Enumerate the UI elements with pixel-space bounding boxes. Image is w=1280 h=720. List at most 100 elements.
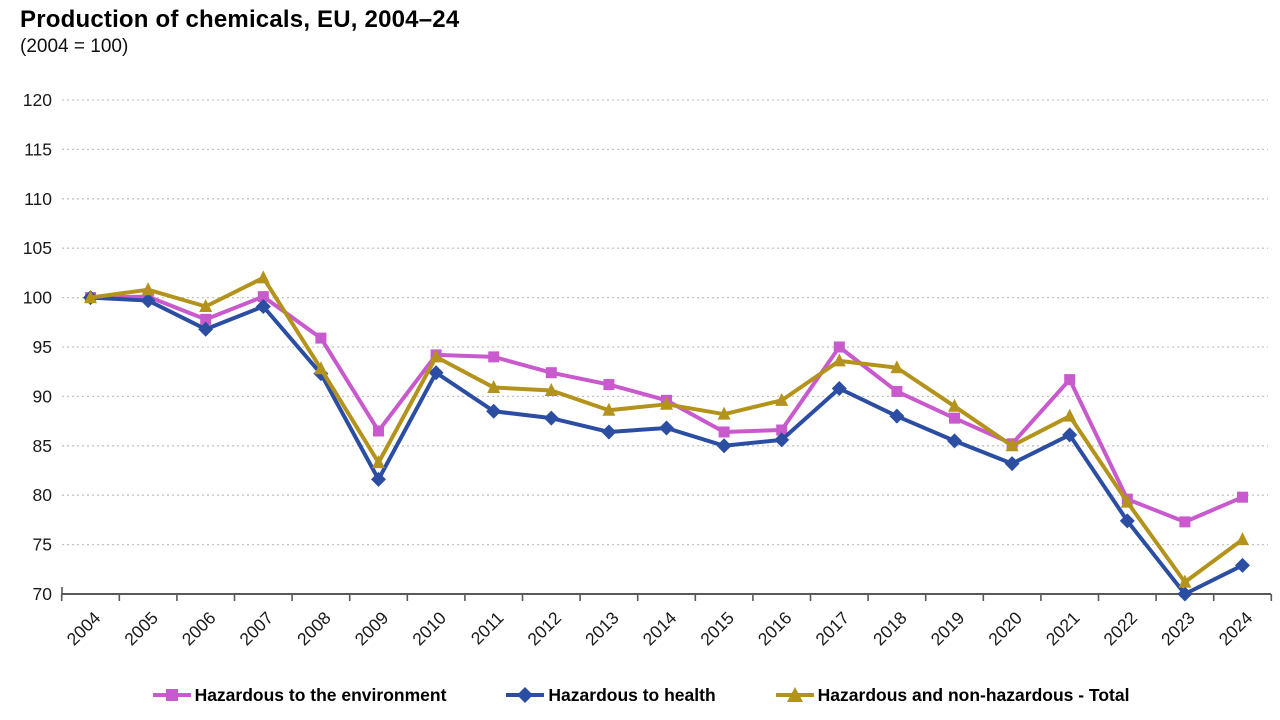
- y-tick-label: 110: [24, 189, 52, 209]
- data-point-triangle: [1236, 532, 1249, 546]
- legend-label: Hazardous and non-hazardous - Total: [817, 684, 1130, 705]
- x-tick-label: 2016: [754, 608, 796, 650]
- legend-diamond-marker-icon: [506, 687, 545, 703]
- chart-subtitle: (2004 = 100): [20, 36, 129, 57]
- legend-label: Hazardous to the environment: [194, 684, 447, 705]
- data-point-triangle: [141, 282, 155, 296]
- data-point-diamond: [140, 293, 156, 309]
- y-tick-label: 105: [23, 238, 52, 258]
- data-point-triangle: [372, 455, 385, 469]
- data-point-triangle: [84, 290, 97, 304]
- y-tick-label: 100: [23, 288, 52, 308]
- data-point-triangle: [890, 360, 904, 374]
- x-tick-label: 2024: [1215, 608, 1257, 650]
- x-tick-label: 2007: [235, 608, 277, 650]
- y-tick-label: 75: [33, 535, 52, 555]
- x-tick-label: 2013: [581, 608, 623, 650]
- data-point-diamond: [716, 438, 732, 454]
- data-point-triangle: [544, 382, 558, 396]
- data-point-square: [833, 341, 845, 353]
- data-point-square: [891, 385, 903, 397]
- data-point-square: [257, 291, 269, 303]
- chart-title: Production of chemicals, EU, 2004–24: [20, 6, 460, 33]
- data-point-diamond: [831, 380, 847, 396]
- data-point-diamond: [774, 432, 790, 448]
- data-point-triangle: [602, 402, 616, 416]
- data-point-square: [776, 424, 788, 436]
- data-point-diamond: [1004, 456, 1020, 472]
- legend-triangle-marker-icon: [775, 687, 814, 702]
- y-tick-label: 115: [24, 139, 52, 159]
- legend-item: Hazardous to the environment: [151, 684, 447, 706]
- data-point-square: [200, 313, 212, 325]
- data-point-diamond: [198, 321, 214, 337]
- data-point-diamond: [601, 424, 617, 440]
- y-tick-label: 70: [33, 584, 53, 604]
- x-tick-label: 2014: [639, 608, 681, 650]
- x-tick-label: 2021: [1042, 608, 1084, 650]
- data-point-diamond: [486, 403, 502, 419]
- y-tick-label: 80: [33, 485, 53, 505]
- data-point-triangle: [717, 406, 731, 420]
- x-tick-label: 2018: [869, 608, 911, 650]
- data-point-square: [315, 332, 327, 344]
- data-point-square: [603, 379, 615, 391]
- x-tick-label: 2020: [984, 608, 1026, 650]
- x-tick-label: 2008: [293, 608, 335, 650]
- x-tick-label: 2019: [927, 608, 969, 650]
- x-tick-label: 2010: [408, 608, 450, 650]
- data-point-triangle: [429, 349, 443, 363]
- data-point-square: [545, 367, 557, 379]
- data-point-square: [1064, 374, 1076, 386]
- x-tick-label: 2022: [1099, 608, 1141, 650]
- data-point-triangle: [256, 270, 270, 284]
- data-point-triangle: [487, 380, 501, 394]
- data-point-diamond: [428, 365, 444, 381]
- x-tick-label: 2006: [178, 608, 220, 650]
- legend-label: Hazardous to health: [548, 684, 716, 705]
- y-tick-label: 120: [23, 90, 52, 110]
- y-tick-label: 90: [33, 386, 53, 406]
- legend-item: Hazardous and non-hazardous - Total: [774, 684, 1130, 706]
- data-point-diamond: [1235, 557, 1250, 573]
- x-tick-label: 2012: [523, 608, 565, 650]
- data-point-diamond: [543, 410, 559, 426]
- x-tick-label: 2017: [811, 608, 853, 650]
- data-point-diamond: [1177, 586, 1193, 602]
- data-point-diamond: [371, 471, 386, 487]
- data-point-diamond: [255, 298, 271, 314]
- data-point-diamond: [889, 408, 905, 424]
- data-point-diamond: [659, 420, 674, 436]
- data-point-square: [949, 412, 960, 424]
- data-point-triangle: [314, 361, 328, 375]
- data-point-triangle: [775, 392, 789, 406]
- data-point-square: [1179, 516, 1191, 528]
- x-tick-label: 2009: [351, 608, 393, 650]
- data-point-square: [373, 425, 384, 437]
- x-tick-label: 2011: [467, 608, 508, 649]
- y-tick-label: 85: [33, 436, 52, 456]
- data-point-diamond: [1062, 427, 1078, 443]
- x-tick-label: 2015: [696, 608, 738, 650]
- data-point-triangle: [948, 398, 961, 412]
- x-tick-label: 2005: [120, 608, 162, 650]
- data-point-triangle: [1178, 574, 1192, 588]
- data-point-triangle: [1120, 494, 1134, 508]
- data-point-triangle: [660, 396, 673, 410]
- data-point-square: [488, 351, 500, 363]
- plot-area: 70 75 80 85 90 95 100 105 110 115 120 2004 2005 2006 2…: [23, 90, 1273, 650]
- data-point-diamond: [1119, 513, 1135, 529]
- data-point-triangle: [199, 298, 213, 312]
- y-tick-label: 95: [33, 337, 52, 357]
- x-tick-label: 2004: [63, 608, 105, 650]
- x-tick-label: 2023: [1157, 608, 1199, 650]
- legend: Hazardous to the environment Hazardous to…: [0, 674, 1280, 716]
- data-point-triangle: [832, 353, 846, 367]
- data-point-diamond: [947, 433, 962, 449]
- legend-item: Hazardous to health: [504, 684, 716, 706]
- data-point-square: [1237, 491, 1248, 503]
- data-point-square: [718, 426, 730, 438]
- data-point-triangle: [1005, 438, 1019, 452]
- legend-square-marker-icon: [152, 689, 191, 701]
